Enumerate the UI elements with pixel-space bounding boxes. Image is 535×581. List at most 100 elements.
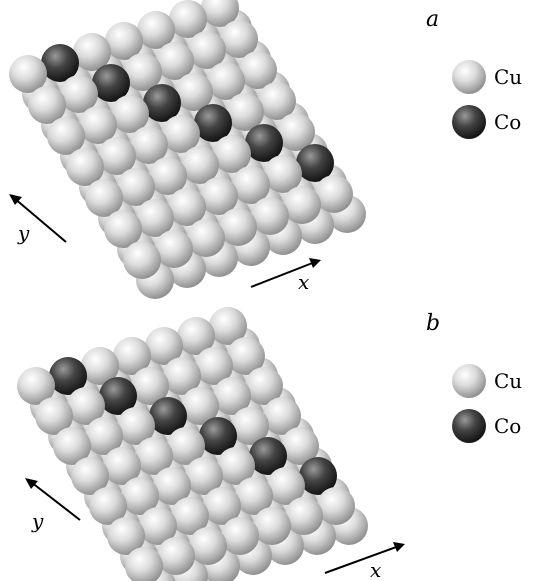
cu-atom <box>9 55 47 93</box>
cu-atom <box>221 517 259 555</box>
legend-a: Cu Co <box>452 60 522 139</box>
axis-a-y-arrowhead <box>9 194 22 205</box>
cu-atom <box>155 230 193 268</box>
cu-atom <box>226 93 264 131</box>
axis-b-x-label: x <box>370 558 381 581</box>
cu-atom <box>53 427 91 465</box>
co-atom <box>92 64 130 102</box>
axis-b-x-arrow <box>324 545 400 574</box>
cu-atom <box>111 95 149 133</box>
cu-atom <box>315 175 353 213</box>
co-atom <box>249 437 287 475</box>
cu-atom <box>153 467 191 505</box>
cu-atom <box>175 73 213 111</box>
legend-a-co-label: Co <box>494 110 521 134</box>
cu-atom <box>263 397 301 435</box>
axis-b-y-arrowhead <box>25 478 38 489</box>
panel-b-label: b <box>426 311 440 336</box>
axis-a-x-arrow <box>250 261 316 288</box>
cu-atom <box>317 487 355 525</box>
cu-atom <box>71 457 109 495</box>
axis-a-y-label: y <box>17 221 30 245</box>
panel-a: a Cu Co y x <box>9 0 522 299</box>
cu-atom <box>89 487 127 525</box>
cu-atom <box>281 427 319 465</box>
legend-a-co-swatch <box>452 105 486 139</box>
legend-a-cu-swatch <box>452 60 486 94</box>
cu-atom <box>117 168 155 206</box>
cu-atom <box>283 186 321 224</box>
cu-atom <box>231 407 269 445</box>
cu-atom <box>123 241 161 279</box>
cu-atom <box>253 507 291 545</box>
panel-b: b Cu Co y x <box>17 307 522 581</box>
co-atom <box>149 397 187 435</box>
cu-atom <box>203 487 241 525</box>
cu-atom <box>124 53 162 91</box>
cu-atom <box>181 146 219 184</box>
co-atom <box>194 104 232 142</box>
cu-atom <box>232 166 270 204</box>
cu-atom <box>209 307 247 345</box>
cu-atom <box>85 179 123 217</box>
legend-a-cu-label: Cu <box>494 65 522 89</box>
cu-atom <box>104 210 142 248</box>
cu-atom <box>139 507 177 545</box>
legend-b-cu-label: Cu <box>494 369 522 393</box>
cu-atom <box>121 477 159 515</box>
cu-atom <box>245 367 283 405</box>
cu-atom <box>168 188 206 226</box>
cu-atom <box>169 0 207 38</box>
cu-atom <box>98 137 136 175</box>
cu-atom <box>177 317 215 355</box>
lattice-b <box>17 307 368 581</box>
cu-atom <box>217 447 255 485</box>
cu-atom <box>171 497 209 535</box>
legend-b-cu-swatch <box>452 364 486 398</box>
cu-atom <box>188 31 226 69</box>
cu-atom <box>107 517 145 555</box>
cu-atom <box>157 537 195 575</box>
axis-a-y: y <box>9 194 67 245</box>
cu-atom <box>136 199 174 237</box>
cu-atom <box>79 106 117 144</box>
axis-b-y: y <box>25 478 81 533</box>
cu-atom <box>145 327 183 365</box>
cu-atom <box>251 197 289 235</box>
cu-atom <box>103 447 141 485</box>
cu-atom <box>195 347 233 385</box>
cu-atom <box>187 219 225 257</box>
cu-atom <box>213 377 251 415</box>
co-atom <box>296 144 334 182</box>
cu-atom <box>277 113 315 151</box>
cu-atom <box>264 155 302 193</box>
cu-atom <box>135 437 173 475</box>
co-atom <box>99 377 137 415</box>
co-atom <box>41 44 79 82</box>
axis-b-y-arrow <box>30 481 81 521</box>
cu-atom <box>17 367 55 405</box>
cu-atom <box>73 33 111 71</box>
cu-atom <box>105 22 143 60</box>
cu-atom <box>220 20 258 58</box>
co-atom <box>199 417 237 455</box>
cu-atom <box>213 135 251 173</box>
cu-atom <box>35 397 73 435</box>
cu-atom <box>227 337 265 375</box>
axis-a-x: x <box>250 258 321 294</box>
lattice-a <box>9 0 366 299</box>
cu-atom <box>47 117 85 155</box>
cu-atom <box>258 82 296 120</box>
legend-b: Cu Co <box>452 364 522 443</box>
cu-atom <box>207 62 245 100</box>
cu-atom <box>67 387 105 425</box>
cu-atom <box>239 51 277 89</box>
co-atom <box>49 357 87 395</box>
cu-atom <box>113 337 151 375</box>
cu-atom <box>189 527 227 565</box>
cu-atom <box>81 347 119 385</box>
cu-atom <box>185 457 223 495</box>
cu-atom <box>85 417 123 455</box>
co-atom <box>143 84 181 122</box>
